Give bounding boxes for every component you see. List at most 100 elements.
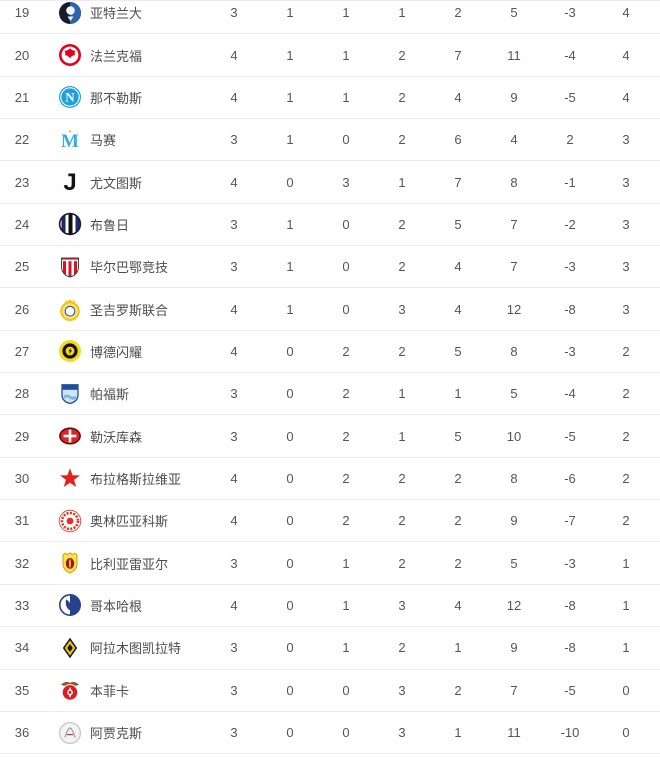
stat-goals-for: 2 — [454, 513, 462, 529]
stat-wins: 0 — [286, 470, 294, 486]
stat-played: 3 — [230, 132, 238, 148]
team-cell[interactable]: 阿贾克斯 — [44, 721, 206, 745]
team-cell[interactable]: 奥林匹亚科斯 — [44, 509, 206, 533]
team-name: 法兰克福 — [90, 48, 143, 64]
team-name: 那不勒斯 — [90, 90, 143, 106]
table-row[interactable]: 35 本菲卡 3 0 0 3 2 7 -5 0 — [0, 669, 660, 712]
team-cell[interactable]: 毕尔巴鄂竞技 — [44, 255, 206, 279]
stat-goals-against: 9 — [510, 640, 518, 656]
table-row[interactable]: 36 阿贾克斯 3 0 0 3 1 11 -10 0 — [0, 711, 660, 755]
stat-played: 4 — [230, 513, 238, 529]
table-row[interactable]: 27 博德闪耀 4 0 2 2 5 8 -3 2 — [0, 330, 660, 374]
table-row[interactable]: 19 亚特兰大 3 1 1 1 2 5 -3 4 — [0, 0, 660, 35]
stat-goals-against: 4 — [510, 132, 518, 148]
rank-cell: 20 — [14, 47, 30, 63]
rank-cell: 23 — [14, 174, 30, 190]
team-cell[interactable]: 勒沃库森 — [44, 424, 206, 448]
stat-wins: 1 — [286, 5, 294, 21]
table-row[interactable]: 25 毕尔巴鄂竞技 3 1 0 2 4 7 -3 3 — [0, 246, 660, 289]
stat-points: 3 — [622, 216, 630, 232]
table-row[interactable]: 22 M 马赛 3 1 0 2 6 4 2 3 — [0, 119, 660, 162]
stat-draws: 1 — [342, 640, 350, 656]
team-name: 圣吉罗斯联合 — [90, 302, 169, 318]
team-cell[interactable]: 本菲卡 — [44, 678, 206, 702]
leverkusen-crest-icon — [58, 424, 82, 448]
table-row[interactable]: 33 哥本哈根 4 0 1 3 4 12 -8 1 — [0, 584, 660, 628]
team-cell[interactable]: N 那不勒斯 — [44, 85, 206, 109]
team-cell[interactable]: 布鲁日 — [44, 212, 206, 236]
stat-played: 3 — [230, 386, 238, 402]
team-name: 马赛 — [90, 133, 117, 149]
stat-goal-diff: -2 — [564, 216, 576, 232]
team-cell[interactable]: 亚特兰大 — [44, 1, 206, 25]
stat-played: 4 — [230, 47, 238, 63]
stat-goals-for: 4 — [454, 597, 462, 613]
team-cell[interactable]: J 尤文图斯 — [44, 170, 206, 194]
team-cell[interactable]: 博德闪耀 — [44, 339, 206, 363]
stat-goals-for: 4 — [454, 89, 462, 105]
stat-goal-diff: -3 — [564, 343, 576, 359]
rank-cell: 19 — [14, 5, 30, 21]
table-row[interactable]: 28 帕福斯 3 0 2 1 1 5 -4 2 — [0, 373, 660, 416]
team-name: 尤文图斯 — [90, 175, 143, 191]
stat-draws: 0 — [342, 132, 350, 148]
team-cell[interactable]: 帕福斯 — [44, 382, 206, 406]
team-cell[interactable]: 布拉格斯拉维亚 — [44, 466, 206, 490]
svg-text:N: N — [65, 90, 75, 105]
stat-wins: 0 — [286, 682, 294, 698]
stat-draws: 1 — [342, 555, 350, 571]
stat-wins: 0 — [286, 386, 294, 402]
slavia-prague-crest-icon — [58, 466, 82, 490]
stat-losses: 3 — [398, 301, 406, 317]
rank-cell: 27 — [14, 343, 30, 359]
stat-losses: 2 — [398, 259, 406, 275]
team-cell[interactable]: M 马赛 — [44, 128, 206, 152]
olympiacos-crest-icon — [58, 509, 82, 533]
table-row[interactable]: 31 奥林匹亚科斯 4 0 2 2 2 9 -7 2 — [0, 500, 660, 543]
benfica-crest-icon — [58, 678, 82, 702]
stat-points: 2 — [622, 386, 630, 402]
team-name: 奥林匹亚科斯 — [90, 514, 169, 530]
table-row[interactable]: 20 法兰克福 4 1 1 2 7 11 -4 4 — [0, 34, 660, 77]
stat-goals-against: 11 — [507, 725, 521, 741]
stat-goal-diff: -5 — [564, 682, 576, 698]
table-row[interactable]: 24 布鲁日 3 1 0 2 5 7 -2 3 — [0, 203, 660, 247]
team-cell[interactable]: 圣吉罗斯联合 — [44, 297, 206, 322]
copenhagen-crest-icon — [58, 593, 82, 617]
table-row[interactable]: 21 N 那不勒斯 4 1 1 2 4 9 -5 4 — [0, 76, 660, 120]
stat-points: 4 — [622, 47, 630, 63]
stat-goals-for: 7 — [454, 174, 462, 190]
team-cell[interactable]: 阿拉木图凯拉特 — [44, 636, 206, 660]
rank-cell: 25 — [14, 259, 30, 275]
stat-played: 3 — [230, 640, 238, 656]
stat-losses: 2 — [398, 132, 406, 148]
table-row[interactable]: 26 圣吉罗斯联合 4 1 0 3 4 12 -8 3 — [0, 288, 660, 331]
stat-draws: 2 — [342, 386, 350, 402]
table-row[interactable]: 30 布拉格斯拉维亚 4 0 2 2 2 8 -6 2 — [0, 457, 660, 501]
table-row[interactable]: 23 J 尤文图斯 4 0 3 1 7 8 -1 3 — [0, 161, 660, 204]
stat-goals-for: 7 — [454, 47, 462, 63]
table-row[interactable]: 34 阿拉木图凯拉特 3 0 1 2 1 9 -8 1 — [0, 627, 660, 670]
napoli-crest-icon: N — [58, 85, 82, 109]
team-cell[interactable]: 法兰克福 — [44, 43, 206, 67]
table-row[interactable]: 29 勒沃库森 3 0 2 1 5 10 -5 2 — [0, 415, 660, 458]
stat-draws: 0 — [342, 682, 350, 698]
stat-points: 2 — [622, 470, 630, 486]
brugge-crest-icon — [58, 212, 82, 236]
team-name: 阿拉木图凯拉特 — [90, 641, 182, 657]
team-cell[interactable]: 比利亚雷亚尔 — [44, 551, 206, 575]
stat-draws: 1 — [342, 597, 350, 613]
stat-goal-diff: -10 — [560, 725, 580, 741]
stat-played: 3 — [230, 216, 238, 232]
team-name: 布拉格斯拉维亚 — [90, 471, 182, 487]
team-name: 毕尔巴鄂竞技 — [90, 260, 169, 276]
team-name: 本菲卡 — [90, 683, 130, 699]
team-name: 亚特兰大 — [90, 6, 143, 22]
rank-cell: 33 — [14, 597, 30, 613]
stat-points: 3 — [622, 301, 630, 317]
stat-played: 4 — [230, 343, 238, 359]
pafos-crest-icon — [58, 382, 82, 406]
team-cell[interactable]: 哥本哈根 — [44, 593, 206, 617]
table-row[interactable]: 32 比利亚雷亚尔 3 0 1 2 2 5 -3 1 — [0, 542, 660, 585]
team-name: 勒沃库森 — [90, 429, 143, 445]
